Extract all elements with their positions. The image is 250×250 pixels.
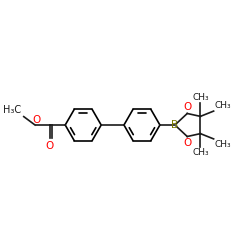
Text: H₃C: H₃C xyxy=(3,105,21,115)
Text: O: O xyxy=(46,140,54,150)
Text: B: B xyxy=(171,120,178,130)
Text: CH₃: CH₃ xyxy=(215,102,232,110)
Text: CH₃: CH₃ xyxy=(215,140,232,148)
Text: O: O xyxy=(32,114,40,124)
Text: O: O xyxy=(183,102,191,112)
Text: CH₃: CH₃ xyxy=(192,148,209,157)
Text: CH₃: CH₃ xyxy=(192,93,209,102)
Text: O: O xyxy=(183,138,191,148)
